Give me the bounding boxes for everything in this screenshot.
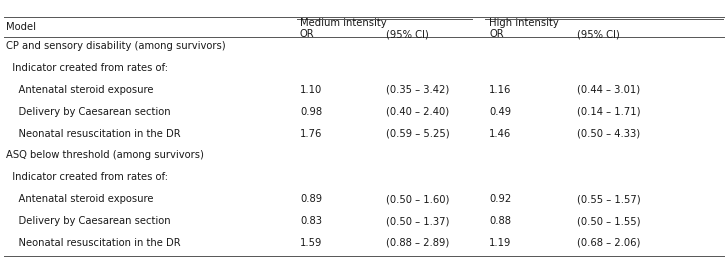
Text: 0.89: 0.89 <box>300 194 322 204</box>
Text: (0.88 – 2.89): (0.88 – 2.89) <box>386 238 449 248</box>
Text: (0.68 – 2.06): (0.68 – 2.06) <box>577 238 640 248</box>
Text: Delivery by Caesarean section: Delivery by Caesarean section <box>6 107 170 117</box>
Text: ASQ below threshold (among survivors): ASQ below threshold (among survivors) <box>6 151 204 160</box>
Text: 1.76: 1.76 <box>300 129 323 139</box>
Text: (0.55 – 1.57): (0.55 – 1.57) <box>577 194 640 204</box>
Text: 0.98: 0.98 <box>300 107 322 117</box>
Text: Neonatal resuscitation in the DR: Neonatal resuscitation in the DR <box>6 238 181 248</box>
Text: (0.50 – 1.60): (0.50 – 1.60) <box>386 194 449 204</box>
Text: (95% CI): (95% CI) <box>386 29 429 39</box>
Text: 1.19: 1.19 <box>489 238 512 248</box>
Text: (0.50 – 1.55): (0.50 – 1.55) <box>577 216 640 226</box>
Text: (0.40 – 2.40): (0.40 – 2.40) <box>386 107 449 117</box>
Text: (0.35 – 3.42): (0.35 – 3.42) <box>386 85 449 95</box>
Text: (0.50 – 4.33): (0.50 – 4.33) <box>577 129 640 139</box>
Text: 1.46: 1.46 <box>489 129 512 139</box>
Text: 0.49: 0.49 <box>489 107 511 117</box>
Text: 0.92: 0.92 <box>489 194 512 204</box>
Text: CP and sensory disability (among survivors): CP and sensory disability (among survivo… <box>6 41 226 51</box>
Text: (0.59 – 5.25): (0.59 – 5.25) <box>386 129 449 139</box>
Text: Antenatal steroid exposure: Antenatal steroid exposure <box>6 85 154 95</box>
Text: Indicator created from rates of:: Indicator created from rates of: <box>6 172 168 182</box>
Text: (95% CI): (95% CI) <box>577 29 620 39</box>
Text: OR: OR <box>489 29 504 39</box>
Text: Model: Model <box>6 22 36 32</box>
Text: Indicator created from rates of:: Indicator created from rates of: <box>6 63 168 73</box>
Text: Medium intensity: Medium intensity <box>300 18 387 28</box>
Text: 0.83: 0.83 <box>300 216 322 226</box>
Text: Neonatal resuscitation in the DR: Neonatal resuscitation in the DR <box>6 129 181 139</box>
Text: Antenatal steroid exposure: Antenatal steroid exposure <box>6 194 154 204</box>
Text: (0.50 – 1.37): (0.50 – 1.37) <box>386 216 449 226</box>
Text: (0.44 – 3.01): (0.44 – 3.01) <box>577 85 640 95</box>
Text: Delivery by Caesarean section: Delivery by Caesarean section <box>6 216 170 226</box>
Text: (0.14 – 1.71): (0.14 – 1.71) <box>577 107 640 117</box>
Text: 0.88: 0.88 <box>489 216 511 226</box>
Text: 1.16: 1.16 <box>489 85 512 95</box>
Text: 1.10: 1.10 <box>300 85 323 95</box>
Text: OR: OR <box>300 29 314 39</box>
Text: 1.59: 1.59 <box>300 238 323 248</box>
Text: High intensity: High intensity <box>489 18 559 28</box>
